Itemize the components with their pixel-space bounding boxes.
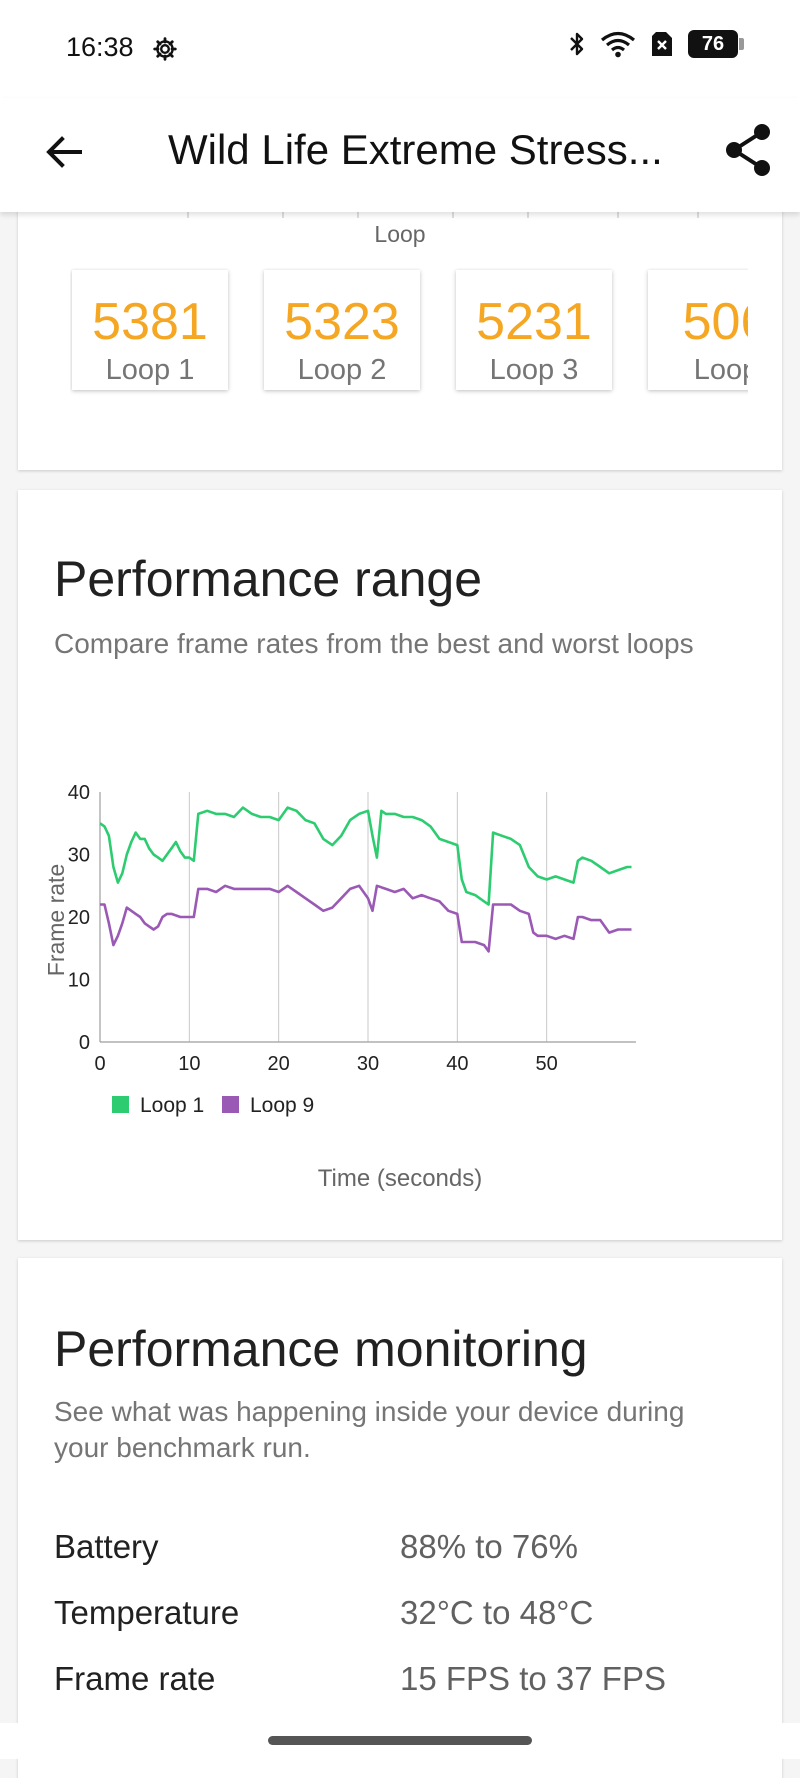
loop-label: Loop 2 (297, 354, 387, 386)
back-arrow-icon[interactable] (40, 128, 88, 176)
x-tick-label: 30 (357, 1053, 379, 1075)
loop-tile[interactable]: 5323 Loop 2 (264, 270, 420, 390)
metric-label: Frame rate (54, 1660, 216, 1697)
loop-label: Loop (693, 354, 748, 386)
performance-range-subtitle: Compare frame rates from the best and wo… (54, 628, 694, 659)
wifi-icon (600, 31, 636, 58)
loop-score: 506 (682, 293, 748, 351)
metric-label: Temperature (54, 1594, 240, 1631)
y-tick-label: 10 (68, 970, 90, 992)
loop-tile[interactable]: 5381 Loop 1 (72, 270, 228, 390)
x-tick-label: 50 (536, 1053, 558, 1075)
loop-label: Loop 3 (489, 354, 579, 386)
legend-label: Loop 1 (140, 1094, 204, 1117)
no-sim-icon (652, 32, 672, 56)
home-indicator[interactable] (268, 1736, 532, 1745)
loop-score: 5231 (476, 293, 592, 351)
performance-monitoring-subtitle: See what was happening inside your devic… (54, 1396, 685, 1463)
y-tick-label: 0 (79, 1032, 90, 1054)
x-tick-label: 10 (178, 1053, 200, 1075)
loop-axis-label: Loop (374, 221, 426, 247)
y-tick-label: 40 (68, 782, 90, 804)
metric-row-frame-rate: Frame rate 15 FPS to 37 FPS (54, 1660, 754, 1710)
chart-y-axis-label: Frame rate (43, 864, 69, 976)
chart-legend: Loop 1 Loop 9 (112, 1094, 314, 1117)
app-bar: Wild Life Extreme Stress... (0, 98, 800, 212)
loop-scores-card: Loop 5381 Loop 1 5323 Loop 2 5231 Loop 3… (18, 180, 782, 470)
status-time: 16:38 (66, 32, 134, 62)
status-icons: 76 (568, 30, 744, 58)
page-title: Wild Life Extreme Stress... (168, 126, 663, 173)
loop-tile[interactable]: 5231 Loop 3 (456, 270, 612, 390)
performance-range-card: Performance range Compare frame rates fr… (18, 490, 782, 1240)
share-icon[interactable] (722, 122, 774, 178)
metric-row-temperature: Temperature 32°C to 48°C (54, 1594, 754, 1644)
frame-rate-chart: 0 10 20 30 40 50 0 10 20 30 40 Loop 1 Loop 9 Frame … (43, 782, 636, 1192)
battery-indicator: 76 (688, 30, 744, 58)
loop-score: 5323 (284, 293, 400, 351)
legend-swatch (222, 1096, 239, 1113)
battery-level: 76 (701, 32, 725, 55)
metric-value: 88% to 76% (400, 1528, 578, 1565)
performance-range-title: Performance range (54, 551, 483, 607)
x-tick-label: 20 (268, 1053, 290, 1075)
status-bar: 16:38 76 (0, 0, 800, 98)
performance-monitoring-card: Performance monitoring See what was happ… (18, 1258, 782, 1778)
metric-row-battery: Battery 88% to 76% (54, 1528, 754, 1578)
series-line-1 (99, 806, 632, 906)
metric-value: 32°C to 48°C (400, 1594, 594, 1631)
metric-label: Battery (54, 1528, 159, 1565)
x-tick-label: 40 (446, 1053, 468, 1075)
loop-tiles-list[interactable]: 5381 Loop 1 5323 Loop 2 5231 Loop 3 506 … (70, 268, 748, 400)
navigation-bar (0, 1723, 800, 1759)
performance-monitoring-title: Performance monitoring (54, 1321, 588, 1377)
legend-label: Loop 9 (250, 1094, 314, 1117)
y-tick-label: 20 (68, 907, 90, 929)
chart-axes: 0 10 20 30 40 50 0 10 20 30 40 (68, 782, 636, 1075)
series-line-2 (100, 884, 632, 953)
metric-value: 15 FPS to 37 FPS (400, 1660, 666, 1697)
chart-x-axis-label: Time (seconds) (318, 1165, 482, 1192)
loop-score: 5381 (92, 293, 208, 351)
settings-gear-icon (153, 37, 177, 61)
chart-series (99, 806, 632, 953)
legend-swatch (112, 1096, 129, 1113)
y-tick-label: 30 (68, 845, 90, 867)
loop-label: Loop 1 (105, 354, 195, 386)
x-tick-label: 0 (94, 1053, 105, 1075)
bluetooth-icon (570, 32, 584, 56)
loop-tile[interactable]: 506 Loop (648, 270, 748, 390)
